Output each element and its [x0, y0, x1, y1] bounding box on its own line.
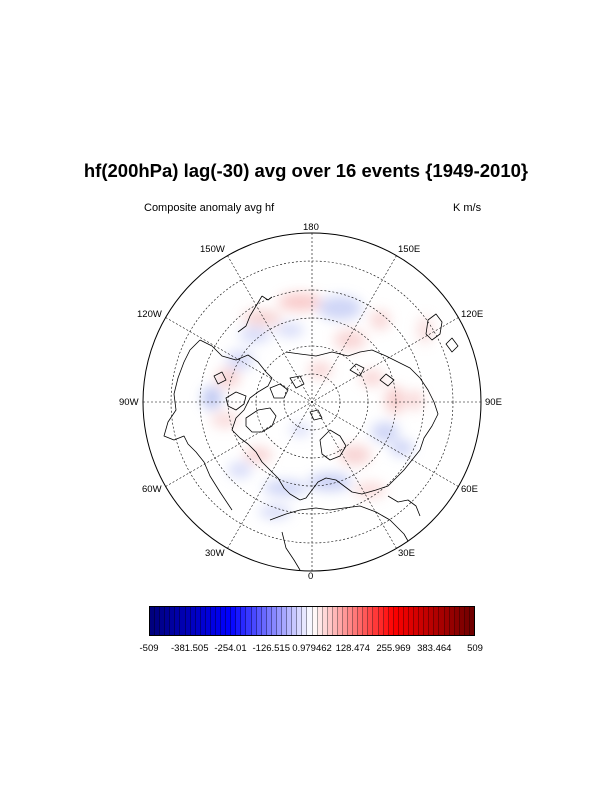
colorbar-cell: [200, 607, 206, 635]
colorbar-cell: [236, 607, 242, 635]
lon-label-30w: 30W: [205, 548, 225, 559]
colorbar-cell: [459, 607, 465, 635]
colorbar-cell: [454, 607, 460, 635]
colorbar-cell: [231, 607, 237, 635]
colorbar-cell: [449, 607, 455, 635]
colorbar-cell: [312, 607, 318, 635]
colorbar-cell: [434, 607, 440, 635]
plot-title: hf(200hPa) lag(-30) avg over 16 events {…: [83, 160, 529, 181]
colorbar-cell: [403, 607, 409, 635]
colorbar-cell: [363, 607, 369, 635]
colorbar-tick-label: 383.464: [417, 643, 452, 654]
colorbar-cell: [429, 607, 435, 635]
lon-label-150e: 150E: [398, 244, 421, 255]
colorbar-cell: [302, 607, 308, 635]
lon-label-60e: 60E: [461, 484, 478, 495]
lon-label-120e: 120E: [461, 309, 484, 320]
colorbar-tick-label: -254.01: [214, 643, 247, 654]
colorbar-cell: [185, 607, 191, 635]
colorbar-cell: [205, 607, 211, 635]
colorbar-cell: [317, 607, 323, 635]
colorbar-cell: [292, 607, 298, 635]
anomaly-shading: [202, 293, 433, 519]
lon-label-150w: 150W: [200, 244, 225, 255]
colorbar-cell: [322, 607, 328, 635]
colorbar-tick-label: -126.515: [252, 643, 291, 654]
colorbar-cell: [469, 607, 474, 635]
colorbar-cell: [297, 607, 303, 635]
left-subtitle: Composite anomaly avg hf: [144, 202, 275, 214]
colorbar-cell: [408, 607, 415, 635]
colorbar-cell: [175, 607, 181, 635]
colorbar-cell: [337, 607, 343, 635]
units-label: K m/s: [453, 202, 482, 214]
colorbar-cell: [414, 607, 420, 635]
meridians: [143, 233, 481, 571]
colorbar-cell: [398, 607, 404, 635]
colorbar-cell: [251, 607, 257, 635]
colorbar-cell: [348, 607, 354, 635]
colorbar-cell: [256, 607, 262, 635]
colorbar-cell: [210, 607, 217, 635]
colorbar-cell: [424, 607, 430, 635]
lon-label-60w: 60W: [142, 484, 162, 495]
colorbar-cell: [221, 607, 227, 635]
colorbar-cell: [276, 607, 283, 635]
lon-label-90e: 90E: [485, 397, 502, 408]
colorbar-tick-label: 509: [467, 643, 483, 654]
colorbar-cell: [241, 607, 247, 635]
colorbar-cell: [327, 607, 333, 635]
lon-label-0: 0: [308, 571, 314, 582]
colorbar-cell: [464, 607, 470, 635]
colorbar-cell: [190, 607, 196, 635]
colorbar-cell: [271, 607, 277, 635]
colorbar-cell: [439, 607, 445, 635]
lon-label-30e: 30E: [398, 548, 415, 559]
colorbar-cell: [195, 607, 201, 635]
map-boundary: [142, 232, 482, 572]
colorbar-cell: [282, 607, 288, 635]
colorbar: [149, 606, 475, 636]
colorbar-cell: [160, 607, 166, 635]
colorbar-cell: [393, 607, 399, 635]
colorbar-tick-label: -381.505: [170, 643, 209, 654]
colorbar-cell: [353, 607, 359, 635]
colorbar-tick-label: 0.979462: [292, 643, 332, 654]
colorbar-tick-label: 255.969: [376, 643, 411, 654]
colorbar-cell: [419, 607, 425, 635]
colorbar-cell: [180, 607, 186, 635]
colorbar-cell: [383, 607, 389, 635]
lon-label-90w: 90W: [119, 397, 139, 408]
colorbar-cell: [287, 607, 293, 635]
colorbar-cell: [342, 607, 349, 635]
lon-label-120w: 120W: [137, 309, 162, 320]
colorbar-cell: [246, 607, 252, 635]
colorbar-cell: [307, 607, 313, 635]
colorbar-cell: [373, 607, 379, 635]
colorbar-cell: [378, 607, 384, 635]
colorbar-cell: [155, 607, 161, 635]
colorbar-cell: [150, 607, 156, 635]
colorbar-cell: [266, 607, 272, 635]
colorbar-cell: [368, 607, 374, 635]
colorbar-tick-label: -509: [139, 643, 159, 654]
lon-label-180: 180: [303, 222, 319, 233]
colorbar-cell: [165, 607, 171, 635]
colorbar-cell: [226, 607, 232, 635]
colorbar-cell: [170, 607, 176, 635]
colorbar-cell: [444, 607, 450, 635]
coastlines: [163, 295, 459, 571]
colorbar-cell: [216, 607, 222, 635]
colorbar-cell: [332, 607, 338, 635]
colorbar-tick-label: 128.474: [335, 643, 370, 654]
colorbar-cell: [261, 607, 267, 635]
colorbar-cell: [358, 607, 364, 635]
colorbar-cell: [388, 607, 394, 635]
